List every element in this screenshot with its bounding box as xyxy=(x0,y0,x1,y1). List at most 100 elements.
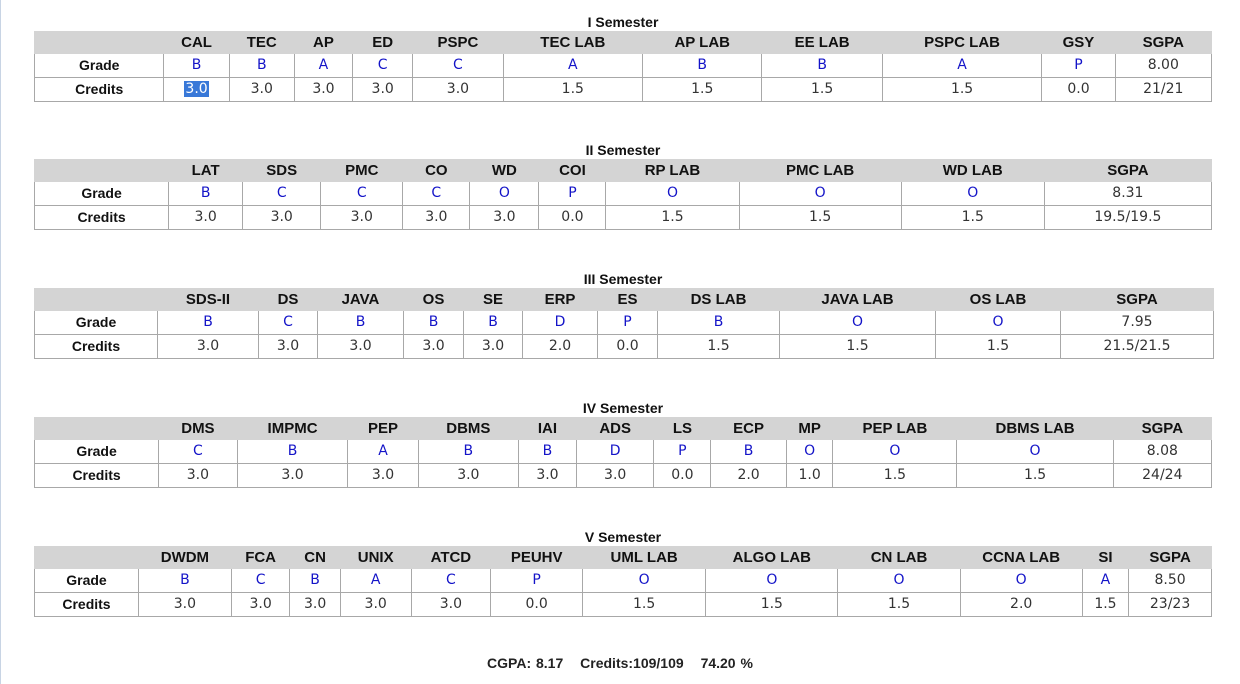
grade-row-label: Grade xyxy=(34,568,139,593)
credit-cell: 0.0 xyxy=(653,463,712,488)
grade-cell: B xyxy=(236,439,349,464)
grade-cell: A xyxy=(881,53,1043,78)
grade-row: Grade B C B A C P O O O O A 8.50 xyxy=(34,568,1212,593)
subject-header: JAVA LAB xyxy=(779,288,936,311)
subject-header: AP LAB xyxy=(642,31,763,54)
credits-row-label: Credits xyxy=(33,463,160,488)
sgpa-credits-value: 24/24 xyxy=(1112,463,1213,488)
credits-row: Credits 3.0 3.0 3.0 3.0 3.0 2.0 0.0 1.5 1.5 1.5 21.… xyxy=(34,334,1214,359)
subject-header: OS xyxy=(403,288,464,311)
credit-cell: 1.5 xyxy=(705,592,839,617)
table-header-row: SDS-II DS JAVA OS SE ERP ES DS LAB JAVA LAB OS LA… xyxy=(34,288,1214,311)
subject-header: PEUHV xyxy=(490,546,584,569)
grade-cell: O xyxy=(900,181,1045,206)
subject-header: UML LAB xyxy=(582,546,707,569)
sgpa-value: 8.50 xyxy=(1128,568,1212,593)
credits-row: Credits 3.0 3.0 3.0 3.0 3.0 0.0 1.5 1.5 1.5 2.0 1.5… xyxy=(34,592,1212,617)
grade-cell: O xyxy=(605,181,740,206)
grade-cell: B xyxy=(163,53,230,78)
grade-cell: B xyxy=(761,53,883,78)
subject-header: EE LAB xyxy=(761,31,883,54)
credit-cell: 3.0 xyxy=(347,463,419,488)
credit-cell: 3.0 xyxy=(163,77,230,102)
grade-cell: B xyxy=(657,310,780,335)
credit-cell: 3.0 xyxy=(403,334,464,359)
credit-cell: 1.5 xyxy=(881,77,1043,102)
subject-header: PEP xyxy=(347,417,419,440)
grades-table: DMS IMPMC PEP DBMS IAI ADS LS ECP MP PEP LAB DBMS … xyxy=(33,417,1213,488)
credits-row-label: Credits xyxy=(33,77,165,102)
grade-cell: O xyxy=(837,568,961,593)
subject-header: FCA xyxy=(230,546,291,569)
subject-header: PEP LAB xyxy=(832,417,958,440)
subject-header: ED xyxy=(352,31,414,54)
subject-header: RP LAB xyxy=(605,159,740,182)
subject-header: CO xyxy=(402,159,471,182)
table-header-row: DWDM FCA CN UNIX ATCD PEUHV UML LAB ALGO LAB CN … xyxy=(34,546,1212,569)
credit-cell: 3.0 xyxy=(339,592,412,617)
header-corner-cell xyxy=(33,159,170,182)
credit-cell: 1.5 xyxy=(738,205,902,230)
table-header-row: DMS IMPMC PEP DBMS IAI ADS LS ECP MP PEP LAB DBMS … xyxy=(33,417,1213,440)
subject-header: TEC xyxy=(228,31,295,54)
credit-cell: 3.0 xyxy=(320,205,404,230)
subject-header: PSPC xyxy=(412,31,504,54)
subject-header: DS xyxy=(258,288,318,311)
grade-row: Grade B B A C C A B B A P 8.00 xyxy=(33,53,1213,78)
subject-header: ALGO LAB xyxy=(705,546,839,569)
semester-title: I Semester xyxy=(587,14,659,30)
grade-cell: O xyxy=(779,310,936,335)
grade-cell: O xyxy=(738,181,902,206)
credit-cell: 2.0 xyxy=(522,334,598,359)
grade-cell: B xyxy=(289,568,341,593)
sgpa-value: 7.95 xyxy=(1060,310,1214,335)
credit-cell: 3.0 xyxy=(463,334,523,359)
subject-header: CAL xyxy=(163,31,230,54)
grade-cell: P xyxy=(1041,53,1116,78)
credits-row: Credits 3.0 3.0 3.0 3.0 3.0 0.0 1.5 1.5 1.5 19.5/1… xyxy=(33,205,1213,230)
credit-cell: 2.0 xyxy=(959,592,1083,617)
credit-cell: 3.0 xyxy=(158,463,238,488)
grade-cell: B xyxy=(463,310,523,335)
credit-cell: 0.0 xyxy=(597,334,658,359)
subject-header: PMC xyxy=(320,159,404,182)
subject-header: TEC LAB xyxy=(502,31,644,54)
subject-header: OS LAB xyxy=(935,288,1061,311)
credit-cell: 1.5 xyxy=(956,463,1114,488)
credit-cell: 3.0 xyxy=(157,334,259,359)
header-corner-cell xyxy=(34,546,139,569)
sgpa-credits-value: 23/23 xyxy=(1128,592,1212,617)
subject-header: CN xyxy=(289,546,341,569)
sgpa-credits-value: 21.5/21.5 xyxy=(1060,334,1214,359)
grade-cell: B xyxy=(403,310,464,335)
credit-cell: 1.5 xyxy=(657,334,780,359)
credit-cell: 1.5 xyxy=(502,77,644,102)
subject-header: ES xyxy=(597,288,658,311)
grade-cell: O xyxy=(959,568,1083,593)
credit-cell: 2.0 xyxy=(710,463,787,488)
credit-cell: 1.5 xyxy=(605,205,740,230)
subject-header: DS LAB xyxy=(657,288,780,311)
credit-cell: 1.5 xyxy=(832,463,958,488)
subject-header: CCNA LAB xyxy=(959,546,1083,569)
subject-header: WD LAB xyxy=(900,159,1045,182)
semester-block: V Semester DWDM FCA CN UNIX ATCD PEUHV UML LAB A… xyxy=(34,529,1212,617)
credit-cell: 3.0 xyxy=(236,463,349,488)
grade-cell: O xyxy=(705,568,839,593)
semester-block: III Semester SDS-II DS JAVA OS SE ERP ES DS LAB J… xyxy=(34,271,1214,359)
sgpa-credits-value: 19.5/19.5 xyxy=(1043,205,1213,230)
subject-header: JAVA xyxy=(317,288,404,311)
subject-header: SE xyxy=(463,288,523,311)
grade-cell: B xyxy=(518,439,577,464)
grade-row-label: Grade xyxy=(33,181,170,206)
grade-cell: C xyxy=(158,439,238,464)
subject-header: CN LAB xyxy=(837,546,961,569)
grade-cell: C xyxy=(230,568,291,593)
selected-credit-text: 3.0 xyxy=(184,81,209,97)
credit-cell: 1.0 xyxy=(785,463,834,488)
grade-cell: P xyxy=(597,310,658,335)
credits-row-label: Credits xyxy=(34,592,139,617)
grade-cell: B xyxy=(317,310,404,335)
grade-cell: B xyxy=(417,439,520,464)
grade-cell: D xyxy=(575,439,655,464)
